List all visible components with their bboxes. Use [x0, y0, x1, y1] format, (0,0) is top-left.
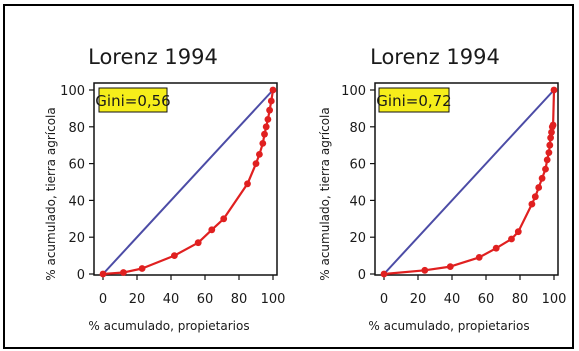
lorenz-point [548, 128, 555, 136]
gini-box [98, 87, 168, 113]
lorenz-point [99, 270, 107, 278]
x-tick-label: 40 [444, 292, 461, 307]
y-axis-label: % acumulado, tierra agrícola [44, 107, 58, 280]
x-tick-label: 100 [542, 292, 567, 307]
equality-line [383, 89, 555, 275]
lorenz-point [380, 270, 388, 278]
y-tick-label: 20 [68, 231, 85, 246]
lorenz-point [171, 252, 178, 259]
x-tick-label: 60 [478, 292, 495, 307]
lorenz-point [138, 265, 146, 272]
gini-label: Gini=0,72 [376, 92, 451, 110]
lorenz-point [262, 123, 270, 131]
lorenz-point [545, 149, 553, 157]
y-tick-label: 60 [68, 158, 85, 173]
y-tick-label: 60 [349, 158, 366, 173]
equality-line [102, 89, 274, 275]
marks-group [99, 86, 277, 278]
lorenz-point [269, 86, 277, 94]
y-tick-label: 100 [341, 84, 366, 99]
lorenz-point [531, 193, 539, 201]
lorenz-point [421, 266, 429, 274]
lorenz-point [446, 263, 454, 270]
ticks-group: 0 20 40 60 80 100 0 20 40 60 80 100 [60, 84, 285, 307]
lorenz-point [259, 140, 267, 147]
plot-area [93, 82, 278, 276]
chart-title: Lorenz 1994 [370, 45, 500, 69]
x-tick-label: 0 [99, 292, 107, 307]
gini-box [378, 87, 450, 113]
lorenz-point [261, 130, 268, 138]
x-tick-label: 60 [197, 292, 214, 307]
plot-area [374, 82, 559, 276]
lorenz-figure: Lorenz 1994 % acumulado, tierra agrícola… [44, 45, 566, 333]
lorenz-point [120, 269, 127, 276]
lorenz-point [208, 226, 216, 234]
x-tick-label: 40 [163, 292, 180, 307]
lorenz-point [220, 215, 228, 223]
lorenz-chart-1: Lorenz 1994 % acumulado, tierra agrícola… [44, 45, 285, 333]
lorenz-point [266, 106, 273, 114]
y-axis-label: % acumulado, tierra agrícola [318, 107, 332, 280]
x-tick-label: 0 [380, 292, 388, 307]
y-tick-label: 0 [358, 268, 366, 283]
x-tick-label: 20 [129, 292, 146, 307]
x-tick-label: 80 [231, 292, 248, 307]
lorenz-point [508, 235, 515, 243]
lorenz-point [546, 141, 554, 149]
gini-label: Gini=0,56 [95, 92, 170, 110]
lorenz-point [549, 121, 557, 129]
y-tick-label: 100 [60, 84, 85, 99]
y-tick-label: 40 [349, 194, 366, 209]
lorenz-point [547, 134, 554, 142]
lorenz-point [194, 239, 202, 247]
lorenz-point [514, 228, 522, 236]
lorenz-point [542, 165, 549, 173]
y-tick-label: 40 [68, 194, 85, 209]
y-tick-label: 0 [77, 268, 85, 283]
lorenz-point [528, 200, 536, 208]
ticks-group: 0 20 40 60 80 100 0 20 40 60 80 100 [341, 84, 566, 307]
lorenz-point [252, 160, 260, 168]
chart-title: Lorenz 1994 [88, 45, 218, 69]
x-axis-label: % acumulado, propietarios [88, 319, 249, 333]
lorenz-point [267, 97, 275, 105]
lorenz-point [535, 184, 543, 191]
figure-frame: Lorenz 1994 % acumulado, tierra agrícola… [3, 4, 574, 349]
lorenz-point [550, 86, 558, 94]
x-tick-label: 80 [512, 292, 529, 307]
lorenz-point [244, 180, 251, 188]
x-tick-label: 20 [410, 292, 427, 307]
y-tick-label: 20 [349, 231, 366, 246]
lorenz-point [492, 244, 500, 252]
lorenz-point [538, 174, 546, 182]
x-axis-label: % acumulado, propietarios [368, 319, 529, 333]
y-tick-label: 80 [349, 121, 366, 136]
marks-group [380, 86, 558, 278]
lorenz-chart-2: Lorenz 1994 % acumulado, tierra agrícola… [318, 45, 566, 333]
lorenz-point [256, 151, 263, 158]
x-tick-label: 100 [261, 292, 286, 307]
lorenz-point [543, 156, 551, 164]
y-tick-label: 80 [68, 121, 85, 136]
lorenz-point [264, 116, 272, 123]
lorenz-point [475, 254, 483, 261]
